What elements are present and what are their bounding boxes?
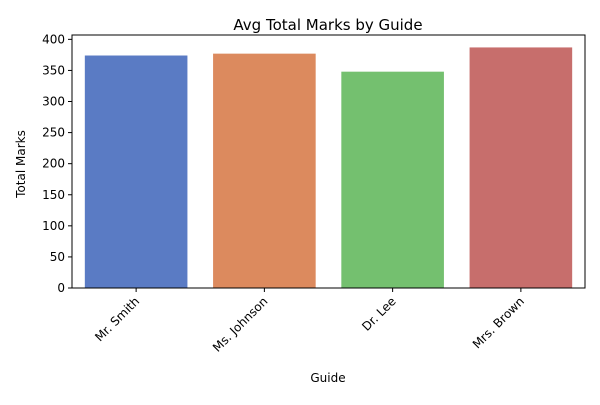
x-axis-ticks: Mr. Smith Ms. Johnson Dr. Lee Mrs. Brown [92,288,527,355]
y-tick-label: 300 [42,95,65,109]
y-tick-label: 200 [42,157,65,171]
y-tick-label: 50 [50,250,65,264]
y-tick-label: 400 [42,32,65,46]
x-tick-label: Mrs. Brown [470,294,527,351]
y-tick-label: 350 [42,63,65,77]
y-tick-label: 0 [57,281,65,295]
y-axis-label: Total Marks [14,130,28,199]
axes-frame [71,34,586,289]
bar [84,55,188,288]
chart-title: Avg Total Marks by Guide [233,16,422,34]
x-axis-label: Guide [310,371,345,385]
x-tick-label: Dr. Lee [359,294,399,334]
y-tick-label: 150 [42,188,65,202]
x-tick-label: Ms. Johnson [210,294,270,354]
bar [469,47,573,288]
y-tick-label: 250 [42,126,65,140]
x-tick-label: Mr. Smith [92,294,142,344]
y-tick-label: 100 [42,219,65,233]
bars-group [84,47,573,288]
plot-frame [71,34,586,289]
y-axis-ticks: 0 50 100 150 200 250 300 350 400 [42,32,72,295]
bar [341,71,444,288]
bar [213,53,316,288]
